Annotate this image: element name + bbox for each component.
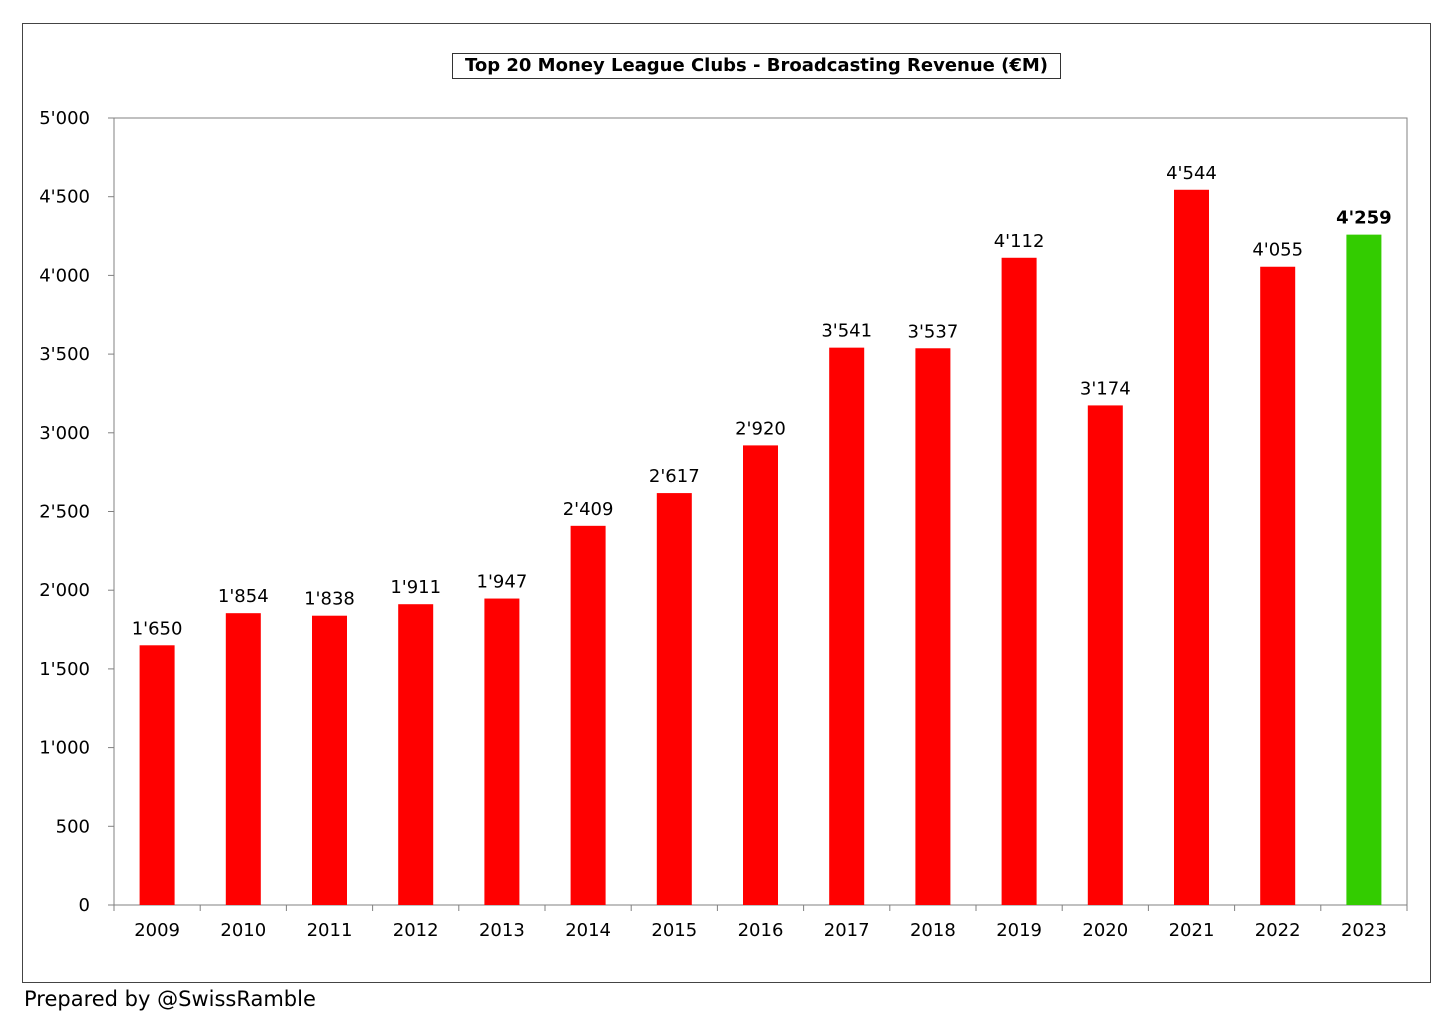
x-tick-label: 2016	[738, 920, 784, 941]
data-label: 4'112	[994, 231, 1045, 252]
bars	[139, 189, 1382, 905]
x-tick-label: 2019	[996, 920, 1042, 941]
y-axis-ticks: 0 500 1'000 1'500 2'000 2'500 3'000 3'500 4'000 4…	[39, 108, 114, 916]
data-label: 4'544	[1166, 163, 1217, 184]
data-label: 2'617	[649, 466, 700, 487]
x-tick-label: 2023	[1341, 920, 1387, 941]
x-tick-label: 2020	[1082, 920, 1128, 941]
x-tick-label: 2014	[565, 920, 611, 941]
data-label: 3'537	[908, 321, 959, 342]
data-labels: 1'650 1'854 1'838 1'911 1'947 2'409 2'617 2'920…	[132, 163, 1392, 640]
bar	[1087, 405, 1123, 905]
y-tick-label: 4'000	[39, 265, 90, 286]
bar	[743, 445, 778, 905]
bar	[1174, 189, 1209, 905]
data-label: 4'055	[1252, 240, 1303, 261]
x-tick-label: 2018	[910, 920, 956, 941]
bar	[225, 613, 261, 905]
data-label: 3'174	[1080, 378, 1131, 399]
data-label: 1'854	[218, 586, 269, 607]
data-label: 1'838	[304, 589, 355, 610]
data-label: 1'650	[132, 618, 183, 639]
data-label: 2'920	[735, 418, 786, 439]
data-label: 1'947	[477, 572, 528, 593]
x-tick-label: 2013	[479, 920, 525, 941]
y-tick-label: 500	[56, 816, 90, 837]
x-tick-label: 2021	[1169, 920, 1215, 941]
x-tick-label: 2010	[220, 920, 266, 941]
y-tick-label: 1'000	[39, 738, 90, 759]
bar	[829, 347, 865, 905]
x-tick-label: 2011	[307, 920, 353, 941]
bar-highlight	[1346, 234, 1382, 905]
data-label: 3'541	[821, 321, 872, 342]
y-tick-label: 3'000	[39, 423, 90, 444]
x-axis-ticks: 2009 2010 2011 2012 2013 2014 2015 2016 2017 2018…	[113, 905, 1408, 941]
bar	[656, 493, 692, 905]
footer-credit: Prepared by @SwissRamble	[24, 987, 316, 1011]
data-label: 4'259	[1336, 208, 1392, 229]
bar	[1001, 257, 1037, 905]
bar	[139, 645, 175, 905]
y-tick-label: 5'000	[39, 108, 90, 129]
bar	[398, 604, 434, 905]
data-label: 1'911	[390, 577, 441, 598]
y-tick-label: 0	[79, 895, 90, 916]
bar	[570, 525, 606, 905]
y-tick-label: 2'000	[39, 580, 90, 601]
bar	[484, 598, 520, 905]
x-tick-label: 2022	[1255, 920, 1301, 941]
x-tick-label: 2015	[651, 920, 697, 941]
x-tick-label: 2009	[134, 920, 180, 941]
bar	[915, 348, 951, 905]
y-tick-label: 1'500	[39, 659, 90, 680]
bar	[1260, 266, 1296, 905]
y-tick-label: 3'500	[39, 344, 90, 365]
data-label: 2'409	[563, 499, 614, 520]
chart-title: Top 20 Money League Clubs - Broadcasting…	[452, 53, 1061, 79]
x-tick-label: 2017	[824, 920, 870, 941]
y-tick-label: 2'500	[39, 502, 90, 523]
y-tick-label: 4'500	[39, 187, 90, 208]
x-tick-label: 2012	[393, 920, 439, 941]
bar	[312, 615, 347, 905]
